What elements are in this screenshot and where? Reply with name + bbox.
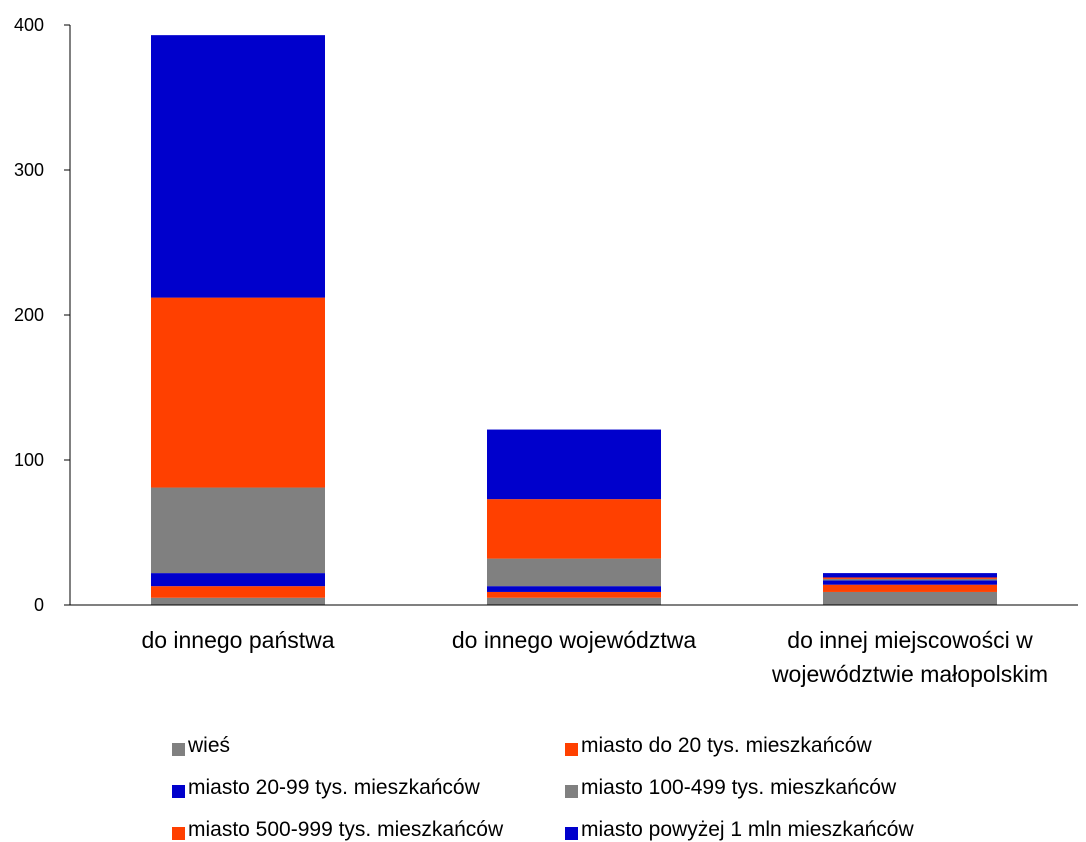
legend-item: miasto 100-499 tys. mieszkańców (565, 776, 896, 800)
bar-segment (487, 597, 661, 605)
legend-label: miasto do 20 tys. mieszkańców (581, 734, 872, 757)
legend-item: miasto 20-99 tys. mieszkańców (172, 776, 480, 800)
bar-segment (151, 597, 325, 605)
bar-segment (151, 573, 325, 587)
legend-label: miasto powyżej 1 mln mieszkańców (581, 818, 914, 841)
y-tick-label: 300 (14, 160, 44, 180)
bar-segment (151, 586, 325, 598)
bars (151, 35, 997, 605)
legend-label: miasto 20-99 tys. mieszkańców (188, 776, 480, 799)
legend-item: miasto do 20 tys. mieszkańców (565, 734, 872, 758)
y-tick-label: 200 (14, 305, 44, 325)
bar-segment (487, 586, 661, 592)
legend-swatch (172, 826, 185, 840)
x-category-label: do innego państwa (141, 627, 334, 653)
legend-item: miasto 500-999 tys. mieszkańców (172, 818, 503, 842)
bar-segment (823, 584, 997, 592)
x-axis: do innego państwa do innego województwa do… (70, 604, 1078, 687)
legend-swatch (172, 784, 185, 798)
bar-segment (487, 429, 661, 500)
bar-segment (823, 591, 997, 605)
legend-swatch (565, 826, 578, 840)
bar-segment (487, 591, 661, 598)
y-tick-label: 100 (14, 450, 44, 470)
legend-item: wieś (172, 734, 230, 758)
bar-segment (151, 487, 325, 574)
bar-segment (823, 580, 997, 585)
legend-swatch (172, 742, 185, 756)
bar-segment (823, 573, 997, 578)
y-axis: 0 100 200 300 400 (14, 15, 71, 615)
legend-label: miasto 100-499 tys. mieszkańców (581, 776, 897, 799)
legend-label: miasto 500-999 tys. mieszkańców (188, 818, 504, 841)
legend-swatch (565, 742, 578, 756)
bar-segment (151, 35, 325, 298)
bar-segment (823, 577, 997, 579)
legend-item: miasto powyżej 1 mln mieszkańców (565, 818, 914, 842)
y-tick-label: 400 (14, 15, 44, 35)
bar-segment (487, 499, 661, 559)
y-tick-label: 0 (34, 595, 44, 615)
x-category-label: do innego województwa (452, 627, 696, 653)
bar-segment (151, 297, 325, 488)
bar-segment (823, 578, 997, 581)
legend-swatch (565, 784, 578, 798)
x-category-label: do innej miejscowości w (787, 627, 1033, 653)
legend-label: wieś (188, 734, 231, 757)
bar-segment (487, 558, 661, 587)
x-category-label: województwie małopolskim (771, 661, 1048, 687)
